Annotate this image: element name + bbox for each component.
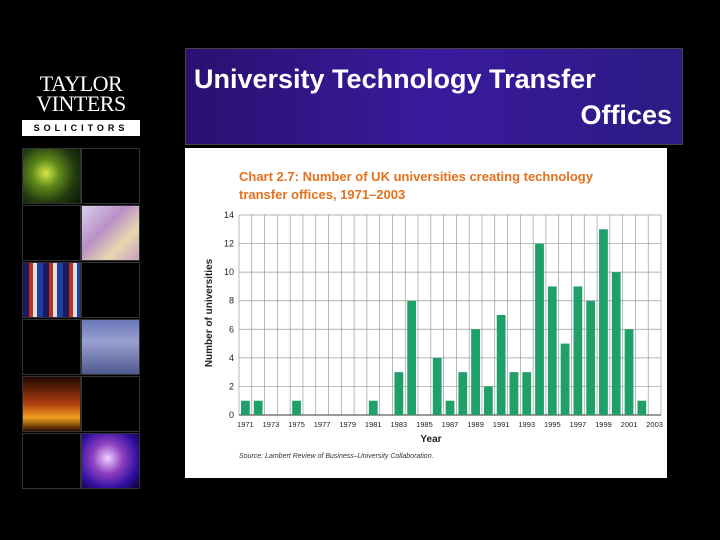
empty-thumb [81,376,140,432]
y-tick-label: 8 [229,296,234,306]
euro-banknotes-image [81,205,140,261]
x-tick-label: 1985 [416,420,433,429]
empty-thumb [22,319,81,375]
y-tick-label: 4 [229,353,234,363]
chart-source-note: Source: Lambert Review of Business–Unive… [239,453,434,460]
y-axis-label: Number of universities [204,258,215,367]
empty-thumb [81,148,140,204]
laboratory-workers-image [81,319,140,375]
x-tick-label: 2001 [621,420,638,429]
globe-hand-image [81,433,140,489]
bar-1988 [458,372,468,415]
x-tick-label: 1971 [237,420,254,429]
chart-title-line2: transfer offices, 1971–2003 [239,187,405,202]
logo-line2: VINTERS [36,91,126,116]
chart-panel: Chart 2.7: Number of UK universities cre… [185,148,667,478]
bar-1990 [483,386,493,415]
sunset-city-image [22,376,81,432]
x-tick-label: 1993 [518,420,535,429]
x-tick-label: 1991 [493,420,510,429]
bar-1992 [509,372,519,415]
empty-thumb [22,433,81,489]
bar-1986 [432,357,442,415]
bar-1983 [394,372,404,415]
x-tick-labels: 1971 1973 1975 1977 1979 1981 1983 1985 1987 1989… [237,420,663,429]
bar-1995 [547,286,557,415]
dna-strand-image [22,262,81,318]
bar-1996 [560,343,570,415]
x-tick-label: 1979 [339,420,356,429]
bar-1994 [535,243,544,415]
slide-title-box: University Technology Transfer Offices [185,48,683,145]
bar-1991 [496,315,506,415]
lab-scientist-image [22,148,81,204]
bar-1984 [407,300,417,415]
y-tick-label: 10 [224,267,234,277]
grid-lines [238,214,662,416]
bar-1981 [368,400,378,415]
bar-1971 [241,400,250,415]
x-tick-label: 1983 [391,420,408,429]
bar-chart: Chart 2.7: Number of UK universities cre… [204,169,663,460]
chart-title-line1: Chart 2.7: Number of UK universities cre… [239,169,594,184]
x-tick-label: 1977 [314,420,331,429]
x-tick-label: 1999 [595,420,612,429]
x-tick-label: 1975 [288,420,305,429]
y-tick-label: 2 [229,381,234,391]
x-tick-label: 2003 [646,420,663,429]
x-tick-label: 1987 [442,420,459,429]
bar-1993 [522,372,532,415]
slide-title-line2: Offices [580,100,672,130]
slide-title: University Technology Transfer Offices [192,61,672,133]
bar-series [241,229,647,415]
thumbnail-strip [22,148,142,490]
bar-1989 [471,329,480,415]
bar-2001 [624,329,634,415]
bar-1972 [253,400,263,415]
y-tick-label: 6 [229,324,234,334]
bar-2002 [637,400,647,415]
x-tick-label: 1981 [365,420,382,429]
y-tick-labels: 0 2 4 6 8 10 12 14 [224,210,234,420]
bar-1997 [573,286,583,415]
bar-1987 [445,400,455,415]
x-tick-label: 1989 [467,420,484,429]
company-logo: TAYLOR VINTERS SOLICITORS [22,71,140,136]
y-tick-label: 14 [224,210,234,220]
logo-line1: TAYLOR [39,71,123,96]
y-tick-label: 0 [229,410,234,420]
bar-1999 [599,229,608,415]
empty-thumb [22,205,81,261]
x-tick-label: 1995 [544,420,561,429]
empty-thumb [81,262,140,318]
logo-tagline: SOLICITORS [22,120,140,136]
x-axis-label: Year [420,434,441,445]
y-tick-label: 12 [224,239,234,249]
slide-title-line1: University Technology Transfer [194,64,596,94]
bar-1998 [586,300,596,415]
x-tick-label: 1973 [263,420,280,429]
bar-1975 [292,400,301,415]
x-tick-label: 1997 [570,420,587,429]
bar-2000 [611,272,621,415]
